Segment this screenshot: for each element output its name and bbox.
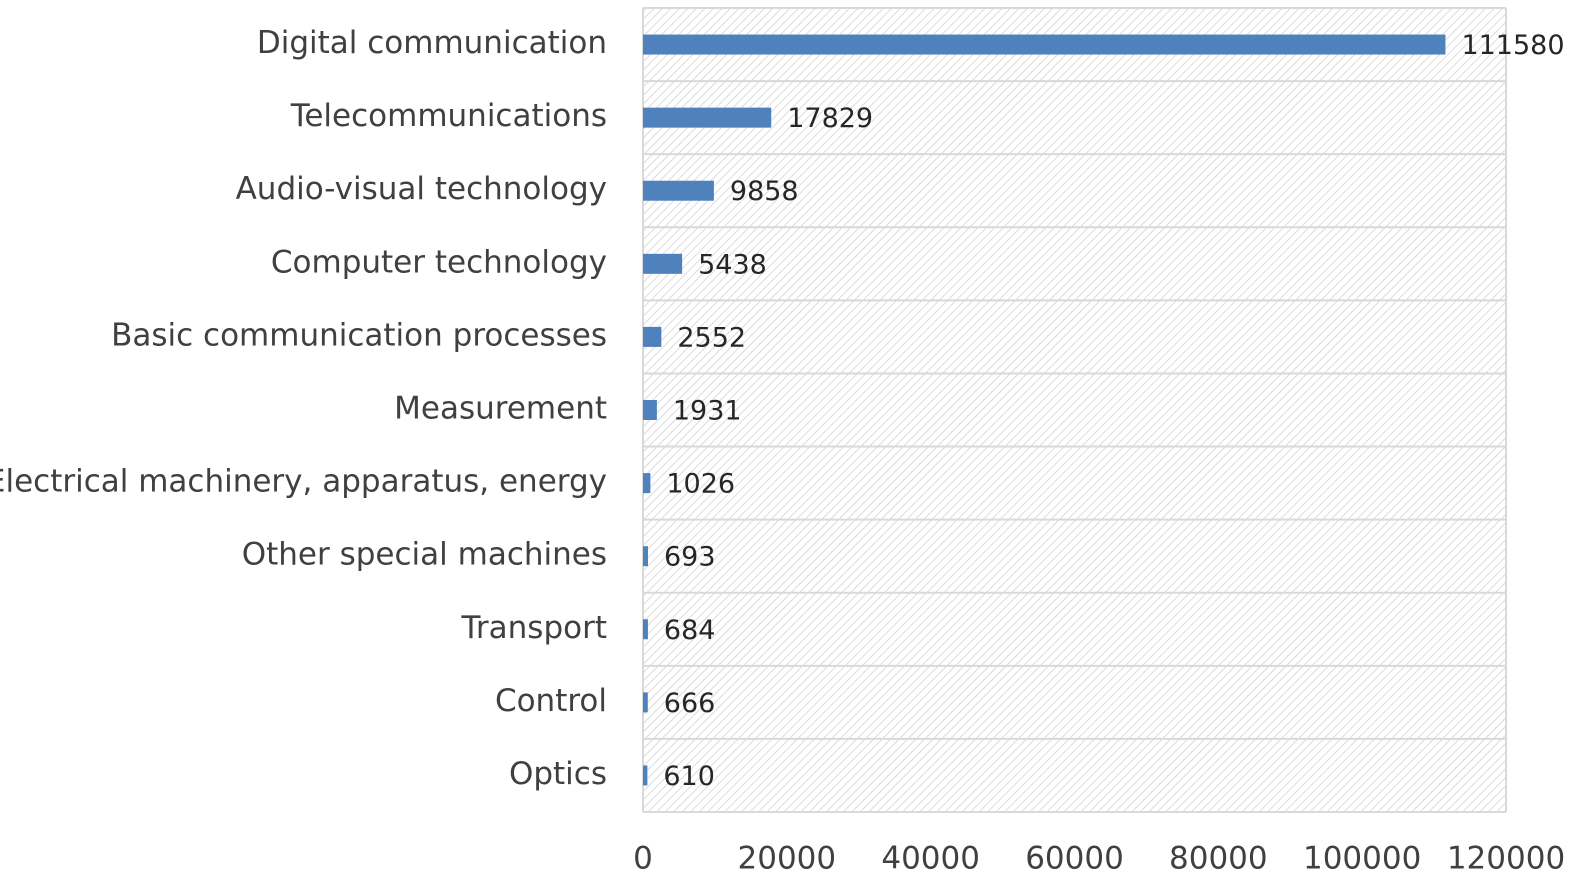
data-label: 610: [663, 761, 715, 792]
y-tick-label: Measurement: [394, 391, 607, 427]
x-tick-label: 80000: [1169, 841, 1268, 877]
y-tick-label: Basic communication processes: [111, 317, 607, 353]
plot-area: [643, 8, 1506, 812]
bar: [643, 473, 651, 494]
bar: [643, 253, 683, 274]
x-tick-label: 120000: [1447, 841, 1565, 877]
x-tick-label: 20000: [738, 841, 837, 877]
x-tick-label: 60000: [1025, 841, 1124, 877]
bar: [643, 180, 714, 201]
bar: [643, 400, 657, 420]
bar: [643, 546, 648, 567]
y-tick-label: Control: [495, 683, 607, 719]
y-tick-label: Optics: [509, 756, 607, 792]
x-tick-label: 0: [633, 841, 653, 877]
bar: [643, 692, 648, 713]
y-tick-label: Telecommunications: [290, 98, 607, 134]
data-label: 684: [664, 615, 716, 646]
y-tick-label: Computer technology: [271, 244, 607, 280]
bar: [643, 619, 648, 640]
data-label: 666: [664, 688, 716, 719]
bar: [643, 326, 662, 347]
data-label: 2552: [677, 322, 746, 353]
x-tick-label: 40000: [881, 841, 980, 877]
data-label: 17829: [787, 103, 873, 134]
data-label: 1026: [666, 469, 735, 500]
data-label: 5438: [698, 249, 767, 280]
y-tick-label: Electrical machinery, apparatus, energy: [0, 464, 607, 500]
bar: [643, 34, 1446, 55]
bar: [643, 107, 772, 128]
y-tick-label: Audio-visual technology: [236, 171, 607, 207]
data-label: 693: [664, 542, 716, 573]
data-label: 1931: [673, 396, 742, 427]
data-label: 111580: [1461, 30, 1564, 61]
y-tick-label: Transport: [461, 610, 607, 646]
y-tick-label: Other special machines: [242, 537, 607, 573]
data-label: 9858: [730, 176, 799, 207]
bar: [643, 765, 648, 786]
y-tick-label: Digital communication: [257, 25, 607, 61]
x-tick-label: 100000: [1303, 841, 1421, 877]
